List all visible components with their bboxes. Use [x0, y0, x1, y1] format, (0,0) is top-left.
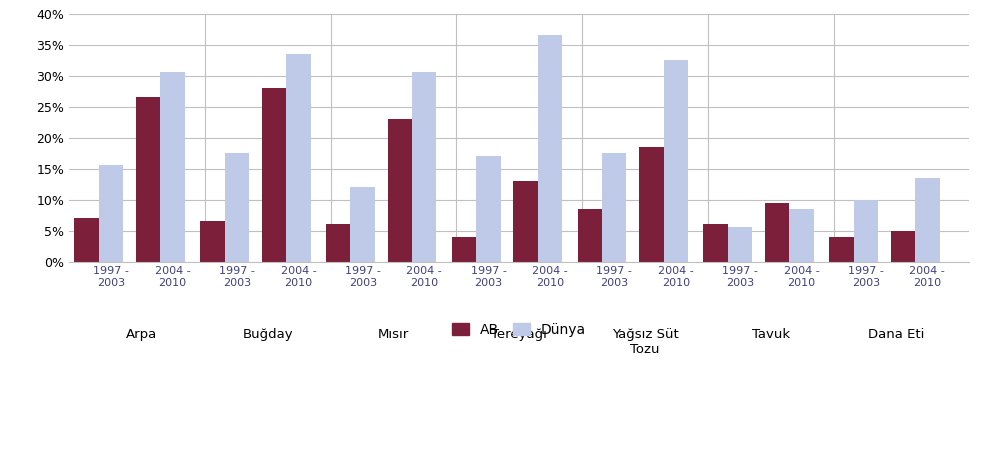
Bar	[789, 209, 814, 262]
Text: Buğday: Buğday	[242, 328, 293, 341]
Bar	[412, 73, 436, 262]
Text: Mısır: Mısır	[378, 328, 409, 341]
Bar	[854, 199, 878, 262]
Text: Arpa: Arpa	[127, 328, 157, 341]
Bar	[764, 202, 789, 262]
Text: Tereyаğı: Tereyаğı	[492, 328, 547, 341]
Bar	[74, 218, 99, 262]
Text: Dana Eti: Dana Eti	[868, 328, 925, 341]
Bar	[452, 237, 477, 262]
Text: Tavuk: Tavuk	[752, 328, 790, 341]
Bar	[326, 225, 350, 262]
Legend: AB, Dünya: AB, Dünya	[445, 316, 593, 344]
Bar	[829, 237, 854, 262]
Bar	[225, 153, 249, 262]
Bar	[200, 221, 225, 262]
Bar	[602, 153, 626, 262]
Bar	[728, 227, 753, 262]
Bar	[639, 147, 664, 262]
Bar	[350, 187, 375, 262]
Text: Yağsız Süt
Tozu: Yağsız Süt Tozu	[611, 328, 678, 356]
Bar	[915, 178, 940, 262]
Bar	[160, 73, 185, 262]
Bar	[135, 97, 160, 262]
Bar	[477, 156, 500, 262]
Bar	[513, 181, 538, 262]
Bar	[891, 230, 915, 262]
Bar	[262, 88, 286, 262]
Bar	[664, 60, 688, 262]
Bar	[286, 54, 311, 262]
Bar	[99, 166, 124, 262]
Bar	[578, 209, 602, 262]
Bar	[703, 225, 728, 262]
Bar	[538, 35, 562, 262]
Bar	[388, 119, 412, 262]
